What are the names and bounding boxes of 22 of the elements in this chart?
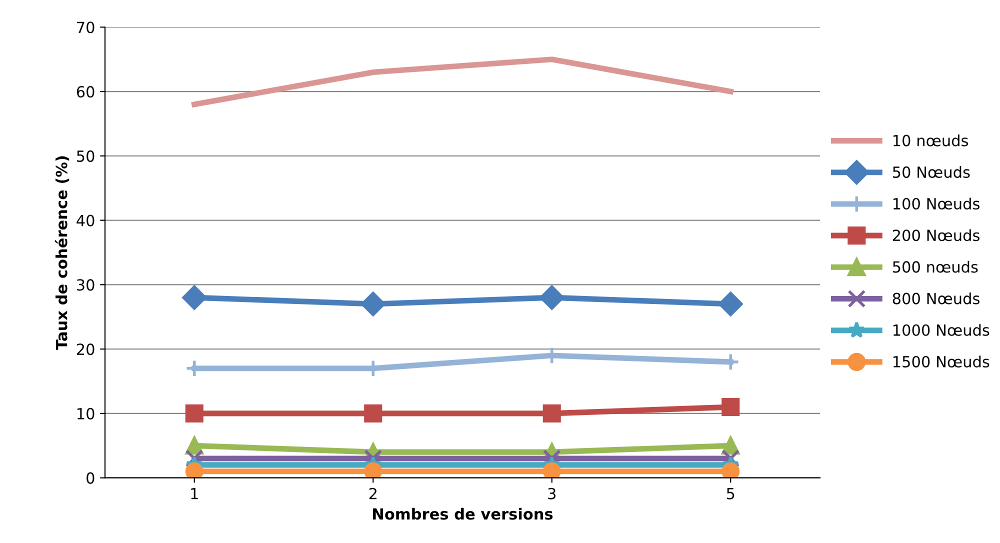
legend-label: 1500 Nœuds [893,356,990,368]
y-axis-title: Taux de cohérence (%) [54,156,70,350]
y-tick-label: 30 [77,279,94,291]
legend-label: 50 Nœuds [892,166,970,178]
x-axis-title: Nombres de versions [373,508,553,520]
y-tick-label: 50 [77,150,94,162]
y-tick-label: 70 [77,22,94,34]
legend-label: 10 nœuds [893,134,968,146]
y-tick-label: 60 [76,86,94,98]
legend-label: 100 Nœuds [893,198,980,210]
y-tick-label: 20 [76,344,94,356]
legend-label: 200 Nœuds [892,229,980,242]
legend-label: 800 Nœuds [892,292,980,304]
x-tick-label: 5 [726,488,734,500]
y-tick-label: 40 [76,214,94,226]
x-tick-label: 1 [191,488,198,500]
legend-label: 500 nœuds [892,260,978,273]
legend-label: 1000 Nœuds [893,324,990,336]
x-tick-label: 2 [369,488,376,500]
x-tick-label: 3 [548,488,556,500]
y-tick-label: 0 [86,472,94,484]
y-tick-label: 10 [78,408,94,420]
